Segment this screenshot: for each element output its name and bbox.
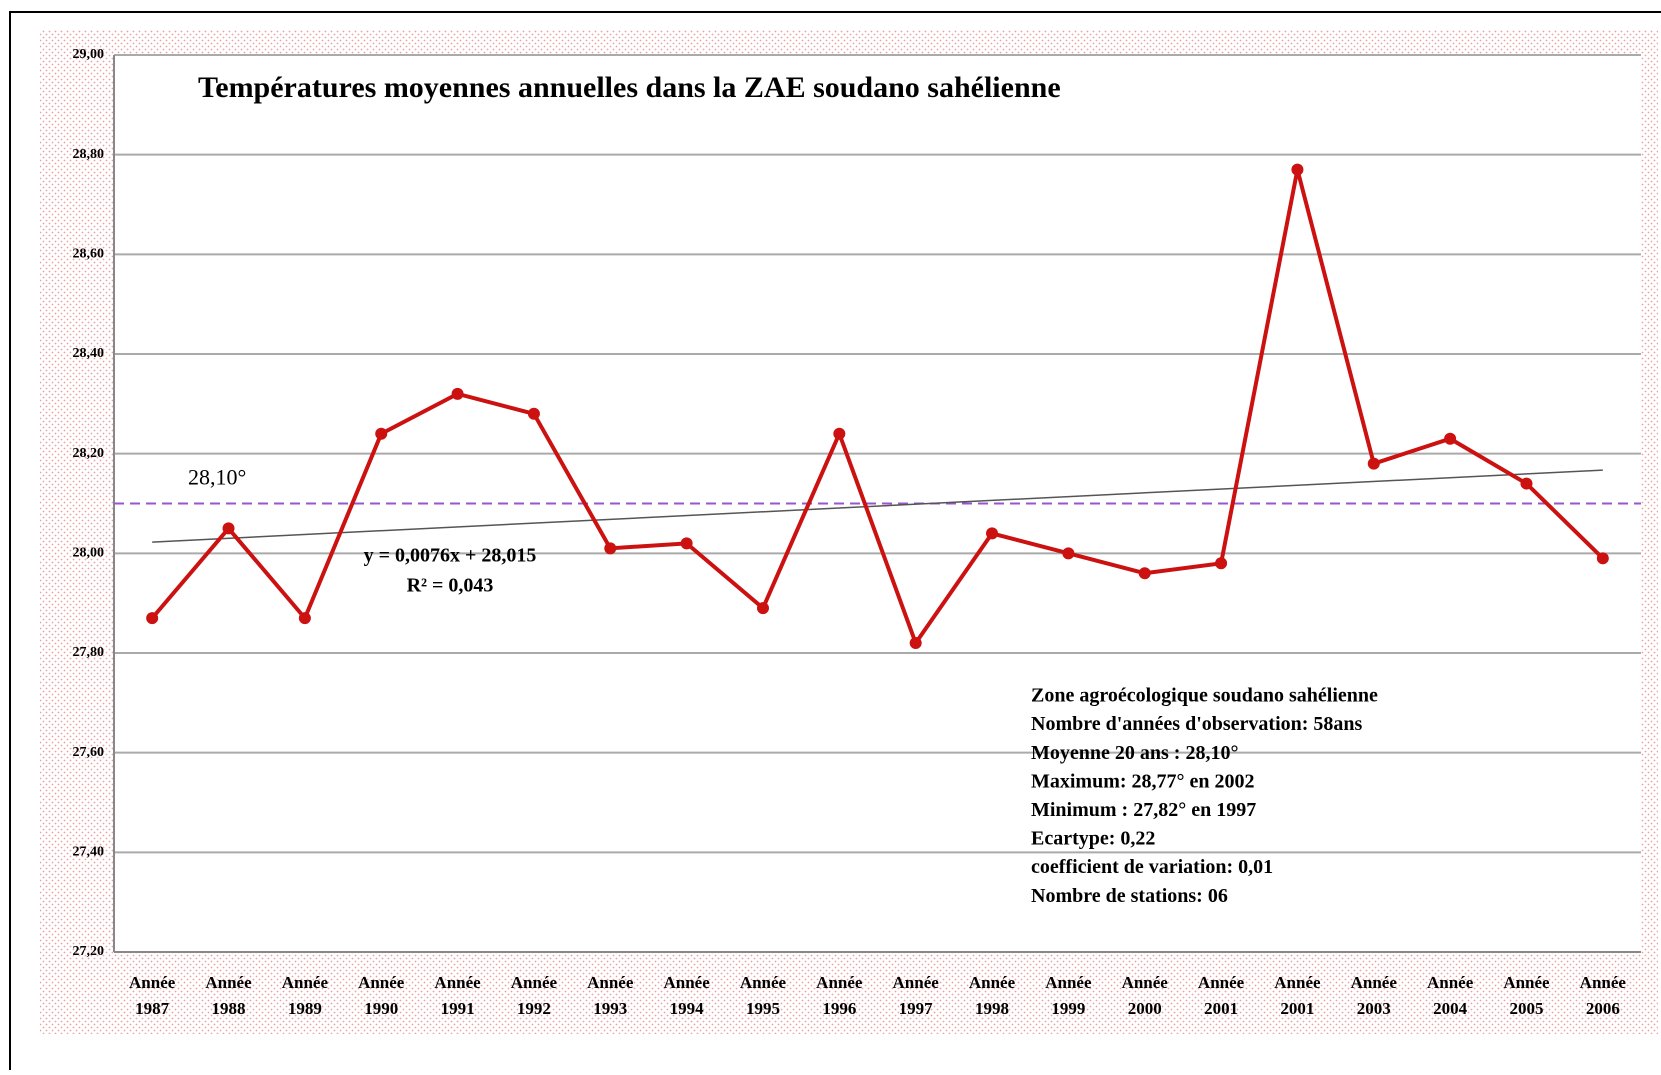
data-point [1215,557,1228,570]
x-tick-label: Année 2001 [1198,973,1245,1018]
data-point [1596,552,1609,565]
data-point [527,407,540,420]
data-point [604,542,617,555]
data-point [146,612,159,625]
data-point [222,522,235,535]
x-tick-label: Année 1997 [893,973,940,1018]
x-tick-label: Année 1990 [358,973,405,1018]
data-point [1520,477,1533,490]
x-tick-label: Année 2003 [1351,973,1398,1018]
x-tick-label: Année 1996 [816,973,863,1018]
x-tick-label: Année 1987 [129,973,176,1018]
x-tick-label: Année 2001 [1274,973,1321,1018]
x-tick-label: Année 1989 [282,973,329,1018]
x-tick-label: Année 1993 [587,973,634,1018]
annotation-line: Zone agroécologique soudano sahélienne [1031,685,1378,707]
data-point [451,387,464,400]
data-point [1444,432,1457,445]
x-tick-label: Année 1999 [1045,973,1092,1018]
y-tick-label: 28,60 [73,247,105,262]
data-point [1367,457,1380,470]
annotation-line: Minimum : 27,82° en 1997 [1031,799,1256,821]
annotation-line: Maximum: 28,77° en 2002 [1031,770,1255,792]
annotation-line: Nombre d'années d'observation: 58ans [1031,713,1363,735]
data-point [1062,547,1075,560]
data-line [150,169,1605,648]
x-tick-label: Année 1988 [205,973,252,1018]
y-tick-label: 27,20 [73,944,105,959]
x-tick-label: Année 1995 [740,973,787,1018]
y-tick-label: 28,80 [73,147,105,162]
data-point [375,427,388,440]
data-point [1138,567,1151,580]
x-tick-label: Année 1994 [663,973,710,1018]
x-tick-label: Année 1991 [434,973,481,1018]
y-tick-label: 27,80 [73,645,105,660]
y-tick-label: 27,60 [73,745,105,760]
chart-title: Températures moyennes annuelles dans la … [198,71,1061,104]
mean-label: 28,10° [188,465,246,490]
x-tick-label: Année 2006 [1580,973,1627,1018]
y-tick-label: 28,20 [73,446,105,461]
x-tick-label: Année 1992 [511,973,558,1018]
data-point [756,602,769,615]
data-point [680,537,693,550]
x-tick-label: Année 2005 [1503,973,1550,1018]
trend-equation: y = 0,0076x + 28,015 [364,545,537,567]
y-tick-label: 28,40 [73,346,105,361]
data-point [909,637,922,650]
annotation-line: coefficient de variation: 0,01 [1031,856,1273,878]
y-tick-label: 29,00 [73,47,105,62]
x-tick-label: Année 1998 [969,973,1016,1018]
data-point [986,527,999,540]
data-point [1291,163,1304,176]
x-tick-label: Année 2004 [1427,973,1474,1018]
x-tick-label: Année 2000 [1122,973,1169,1018]
y-tick-label: 28,00 [73,546,105,561]
annotation-line: Nombre de stations: 06 [1031,885,1228,907]
trend-r2: R² = 0,043 [407,575,494,597]
data-point [833,427,846,440]
annotation-line: Ecartype: 0,22 [1031,828,1155,850]
trend-line [152,469,1603,543]
y-tick-label: 27,40 [73,845,105,860]
outer-frame [9,11,1661,1075]
data-point [298,612,311,625]
annotation-line: Moyenne 20 ans : 28,10° [1031,742,1238,764]
